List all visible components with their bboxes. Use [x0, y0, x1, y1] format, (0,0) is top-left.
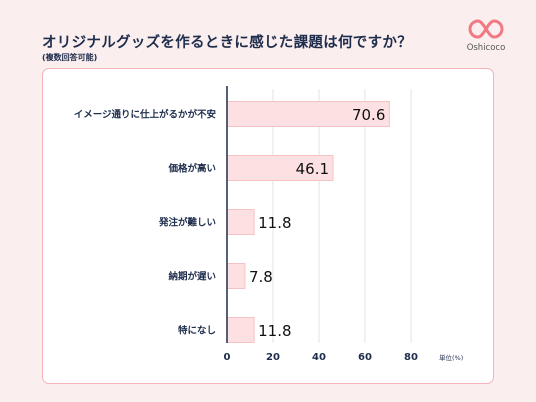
logo-mark-icon — [468, 19, 504, 39]
logo-text: Oshicoco — [466, 43, 506, 53]
data-label: 11.8 — [258, 214, 291, 232]
category-label: 納期が遅い — [168, 271, 216, 283]
unit-label: 単位(%) — [439, 353, 463, 362]
bar — [226, 317, 255, 343]
bar-chart: 0 20 40 60 80 単位(%) イメージ通りに仕上がるかが不安 70.6 価格が高い 46… — [74, 86, 463, 363]
bar — [226, 263, 246, 289]
bar — [226, 209, 255, 235]
data-label: 46.1 — [296, 160, 329, 178]
x-tick-label: 20 — [266, 352, 280, 363]
category-label: 発注が難しい — [158, 217, 216, 229]
x-tick-label: 60 — [358, 352, 372, 363]
category-label: 特になし — [178, 325, 216, 337]
data-label: 7.8 — [249, 268, 273, 286]
data-label: 70.6 — [352, 106, 385, 124]
chart-subtitle: (複数回答可能) — [42, 53, 98, 62]
bar — [226, 101, 390, 127]
chart-title: オリジナルグッズを作るときに感じた課題は何ですか？ — [42, 35, 412, 51]
chart-panel: 0 20 40 60 80 単位(%) イメージ通りに仕上がるかが不安 70.6 価格が高い 46… — [42, 68, 494, 384]
x-tick-label: 0 — [224, 352, 231, 363]
x-tick-label: 40 — [312, 352, 326, 363]
brand-logo: Oshicoco — [456, 17, 516, 57]
bar — [226, 155, 334, 181]
x-tick-label: 80 — [404, 352, 418, 363]
category-label: イメージ通りに仕上がるかが不安 — [74, 109, 217, 121]
data-label: 11.8 — [258, 322, 291, 340]
category-label: 価格が高い — [167, 163, 216, 175]
